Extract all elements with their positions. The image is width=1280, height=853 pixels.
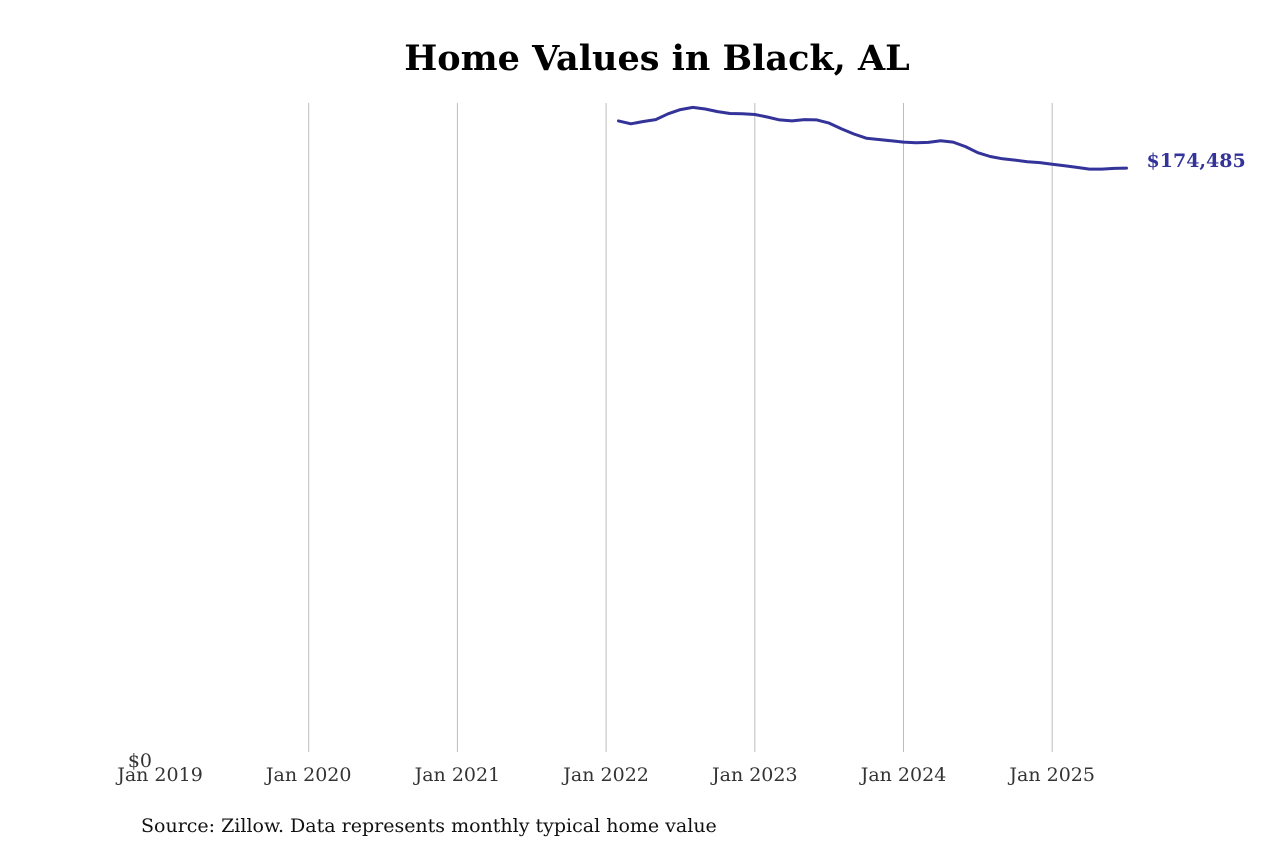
x-tick-label: Jan 2025 [1007, 764, 1095, 786]
x-tick-label: Jan 2020 [264, 764, 352, 786]
series-line [617, 105, 1128, 171]
source-note: Source: Zillow. Data represents monthly … [141, 815, 717, 837]
x-tick-label: Jan 2023 [710, 764, 798, 786]
y-tick-label: $0 [128, 750, 152, 772]
x-tick-label: Jan 2022 [561, 764, 649, 786]
x-tick-label: Jan 2021 [413, 764, 501, 786]
x-tick-label: Jan 2024 [859, 764, 947, 786]
chart-title: Home Values in Black, AL [404, 38, 910, 79]
end-value-label: $174,485 [1147, 150, 1246, 172]
x-tick-label: Jan 2019 [115, 764, 203, 786]
